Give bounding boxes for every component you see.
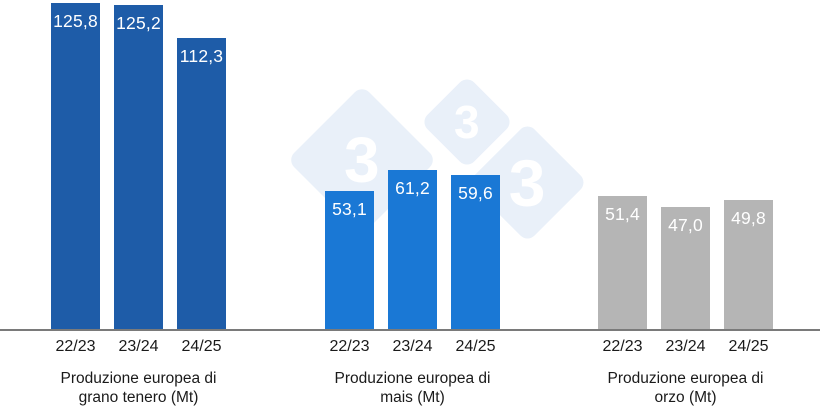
- x-tick-label: 23/24: [665, 338, 706, 355]
- bar-24-25: 49,8: [724, 200, 773, 329]
- bar-group-3: 51,4 22/23 47,0 23/24 49,8 24/25 Produzione eu…: [598, 0, 773, 412]
- bar-value-label: 51,4: [605, 204, 640, 224]
- bar-value-label: 59,6: [458, 183, 493, 203]
- bar-value-label: 53,1: [332, 199, 367, 219]
- group-axis-title-line: Produzione europea di: [334, 370, 491, 387]
- group-axis-title-line: mais (Mt): [380, 389, 445, 406]
- x-tick-label: 22/23: [329, 338, 370, 355]
- group-axis-title-line: Produzione europea di: [60, 370, 217, 387]
- bar-value-label: 49,8: [731, 208, 766, 228]
- bar-23-24: 47,0: [661, 207, 710, 329]
- group-axis-title-line: Produzione europea di: [607, 370, 764, 387]
- x-tick-label: 23/24: [392, 338, 433, 355]
- group-axis-title-line: orzo (Mt): [654, 389, 717, 406]
- group-axis-title-line: grano tenero (Mt): [78, 389, 199, 406]
- group-axis-title: Produzione europea di mais (Mt): [305, 369, 520, 407]
- bar-value-label: 125,8: [53, 11, 98, 31]
- bar-value-label: 125,2: [116, 13, 161, 33]
- bar-value-label: 47,0: [668, 215, 703, 235]
- group-axis-title: Produzione europea di orzo (Mt): [578, 369, 793, 407]
- bar-22-23: 51,4: [598, 196, 647, 329]
- bar-24-25: 112,3: [177, 38, 226, 329]
- bar-23-24: 125,2: [114, 5, 163, 329]
- bar-23-24: 61,2: [388, 170, 437, 329]
- x-tick-label: 24/25: [455, 338, 496, 355]
- group-axis-title: Produzione europea di grano tenero (Mt): [31, 369, 246, 407]
- bar-value-label: 112,3: [179, 46, 224, 66]
- x-tick-label: 22/23: [602, 338, 643, 355]
- bar-22-23: 125,8: [51, 3, 100, 329]
- bar-value-label: 61,2: [395, 178, 430, 198]
- bar-22-23: 53,1: [325, 191, 374, 329]
- bar-group-1: 125,8 22/23 125,2 23/24 112,3 24/25 Produzione…: [51, 0, 226, 412]
- x-axis-line: [0, 329, 820, 331]
- bar-group-2: 53,1 22/23 61,2 23/24 59,6 24/25 Produzione eu…: [325, 0, 500, 412]
- x-tick-label: 23/24: [118, 338, 159, 355]
- x-tick-label: 24/25: [181, 338, 222, 355]
- watermark-3-glyph: 3: [509, 145, 546, 220]
- x-tick-label: 24/25: [728, 338, 769, 355]
- x-tick-label: 22/23: [55, 338, 96, 355]
- bar-24-25: 59,6: [451, 175, 500, 329]
